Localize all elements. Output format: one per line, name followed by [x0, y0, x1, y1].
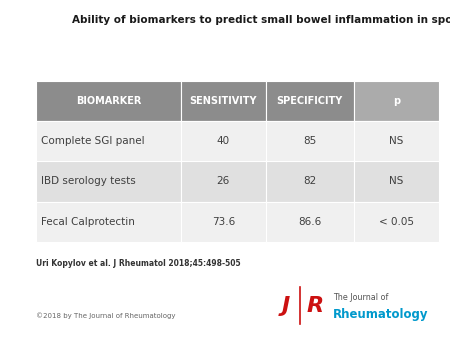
- Text: Ability of biomarkers to predict small bowel inflammation in spondyloarthitis.: Ability of biomarkers to predict small b…: [72, 15, 450, 25]
- Bar: [354, 121, 439, 162]
- Text: NS: NS: [389, 136, 404, 146]
- Text: SENSITIVITY: SENSITIVITY: [189, 96, 257, 106]
- Bar: [354, 162, 439, 201]
- Text: 82: 82: [303, 176, 316, 187]
- Bar: [181, 201, 266, 242]
- Text: Fecal Calprotectin: Fecal Calprotectin: [41, 217, 135, 226]
- Text: 73.6: 73.6: [212, 217, 235, 226]
- Text: SPECIFICITY: SPECIFICITY: [277, 96, 343, 106]
- Text: ©2018 by The Journal of Rheumatology: ©2018 by The Journal of Rheumatology: [36, 313, 176, 319]
- Text: 85: 85: [303, 136, 316, 146]
- Bar: [266, 81, 354, 121]
- Text: p: p: [393, 96, 400, 106]
- Bar: [266, 162, 354, 201]
- Bar: [354, 201, 439, 242]
- Text: J: J: [282, 296, 290, 316]
- Bar: [36, 162, 181, 201]
- Text: The Journal of: The Journal of: [333, 293, 388, 302]
- Text: Complete SGI panel: Complete SGI panel: [41, 136, 145, 146]
- Text: 26: 26: [216, 176, 230, 187]
- Text: Rheumatology: Rheumatology: [333, 308, 428, 321]
- Text: 86.6: 86.6: [298, 217, 321, 226]
- Bar: [266, 121, 354, 162]
- Text: BIOMARKER: BIOMARKER: [76, 96, 141, 106]
- Text: IBD serology tests: IBD serology tests: [41, 176, 136, 187]
- Text: NS: NS: [389, 176, 404, 187]
- Text: Uri Kopylov et al. J Rheumatol 2018;45:498-505: Uri Kopylov et al. J Rheumatol 2018;45:4…: [36, 259, 241, 268]
- Text: < 0.05: < 0.05: [379, 217, 414, 226]
- Text: 40: 40: [217, 136, 230, 146]
- Bar: [36, 201, 181, 242]
- Bar: [36, 81, 181, 121]
- Bar: [266, 201, 354, 242]
- Bar: [181, 162, 266, 201]
- Bar: [354, 81, 439, 121]
- Bar: [181, 121, 266, 162]
- Bar: [36, 121, 181, 162]
- Text: R: R: [306, 296, 324, 316]
- Bar: [181, 81, 266, 121]
